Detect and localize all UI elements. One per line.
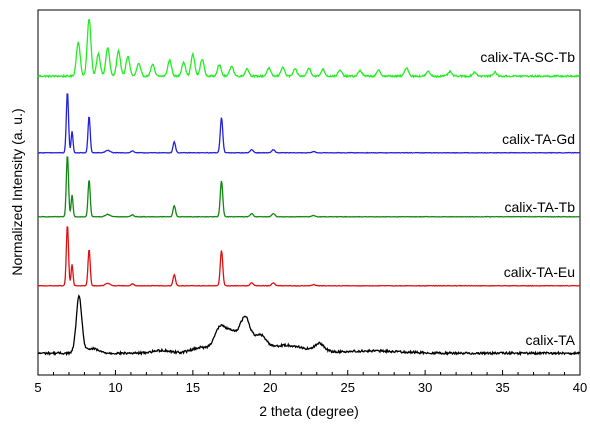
series-label-calix-TA: calix-TA bbox=[525, 332, 575, 348]
x-tick-label: 15 bbox=[186, 380, 200, 395]
series-line-calix-TA-Gd bbox=[37, 93, 581, 154]
series-label-calix-TA-Eu: calix-TA-Eu bbox=[504, 264, 575, 280]
x-tick-label: 20 bbox=[263, 380, 277, 395]
x-tick-label: 10 bbox=[108, 380, 122, 395]
series-label-calix-TA-SC-Tb: calix-TA-SC-Tb bbox=[480, 49, 575, 65]
y-axis-title: Normalized Intensity (a. u.) bbox=[9, 108, 25, 275]
series-label-calix-TA-Tb: calix-TA-Tb bbox=[504, 199, 575, 215]
series-line-calix-TA-Tb bbox=[37, 156, 581, 218]
x-tick-label: 5 bbox=[34, 380, 41, 395]
x-axis-title: 2 theta (degree) bbox=[259, 403, 359, 419]
x-tick-label: 35 bbox=[495, 380, 509, 395]
series-line-calix-TA bbox=[37, 294, 581, 357]
series-label-calix-TA-Gd: calix-TA-Gd bbox=[502, 131, 575, 147]
series-line-calix-TA-SC-Tb bbox=[37, 18, 581, 79]
series-group bbox=[37, 18, 581, 357]
series-labels: calix-TA-SC-Tb calix-TA-Gd calix-TA-Tb cali… bbox=[480, 49, 575, 348]
x-tick-label: 30 bbox=[418, 380, 432, 395]
x-tick-label: 40 bbox=[573, 380, 587, 395]
plot-frame bbox=[37, 9, 581, 376]
x-tick-label: 25 bbox=[340, 380, 354, 395]
x-axis-ticks: 5 10 15 20 25 30 35 40 bbox=[34, 370, 587, 395]
series-line-calix-TA-Eu bbox=[37, 226, 581, 287]
